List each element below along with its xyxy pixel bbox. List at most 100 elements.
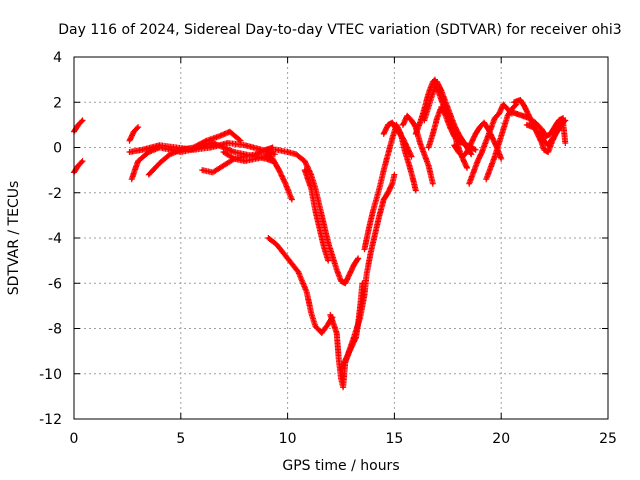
data-point xyxy=(431,132,435,136)
data-point xyxy=(489,128,492,131)
data-point xyxy=(141,148,144,151)
series-pass-16 xyxy=(380,119,415,160)
data-point xyxy=(371,209,375,213)
data-point xyxy=(453,123,456,127)
data-point xyxy=(482,121,486,124)
data-point xyxy=(532,125,535,129)
data-point xyxy=(81,119,84,122)
data-point xyxy=(322,223,326,226)
data-point xyxy=(544,134,548,138)
x-tick-label: 15 xyxy=(385,431,403,447)
data-point xyxy=(275,243,279,246)
data-point xyxy=(314,209,317,213)
data-point xyxy=(367,227,370,231)
data-point xyxy=(239,139,242,142)
data-point xyxy=(502,103,505,106)
y-tick-label: 2 xyxy=(53,95,62,111)
data-point xyxy=(369,250,373,253)
data-point xyxy=(557,119,561,122)
data-point xyxy=(431,92,435,95)
y-axis-label: SDTVAR / TECUs xyxy=(6,181,22,296)
data-point xyxy=(335,268,338,271)
data-point xyxy=(136,125,140,129)
series-pass-02 xyxy=(71,158,86,176)
data-point xyxy=(222,150,225,154)
data-point xyxy=(226,141,229,145)
data-point xyxy=(521,114,524,118)
data-point xyxy=(431,80,435,84)
series-pass-26 xyxy=(523,119,569,149)
x-tick-label: 20 xyxy=(492,431,510,447)
data-point xyxy=(275,148,279,151)
data-point xyxy=(435,116,439,120)
series-pass-06 xyxy=(145,128,244,178)
data-point xyxy=(461,155,464,158)
data-point xyxy=(427,92,430,95)
data-point xyxy=(243,155,247,158)
data-point xyxy=(337,358,341,362)
data-point xyxy=(211,141,215,145)
data-point xyxy=(551,137,554,140)
data-point xyxy=(553,125,556,129)
data-point xyxy=(277,168,281,172)
x-tick-label: 25 xyxy=(599,431,617,447)
data-point xyxy=(211,171,215,174)
data-point xyxy=(497,141,501,145)
data-point xyxy=(514,112,518,115)
data-point xyxy=(329,313,332,317)
data-point xyxy=(273,153,276,156)
data-point xyxy=(326,322,330,326)
data-point xyxy=(401,123,405,127)
data-point xyxy=(147,150,150,154)
data-points xyxy=(71,76,569,391)
data-point xyxy=(130,177,133,181)
data-point xyxy=(391,182,394,185)
series-markers xyxy=(338,171,398,373)
data-point xyxy=(474,132,477,136)
data-point xyxy=(344,282,347,285)
data-point xyxy=(427,146,430,149)
data-point xyxy=(309,173,313,176)
data-point xyxy=(363,293,366,296)
data-point xyxy=(233,157,236,161)
data-point xyxy=(489,166,492,170)
x-tick-label: 10 xyxy=(279,431,297,447)
data-point xyxy=(491,137,494,140)
data-point xyxy=(339,368,343,371)
data-point xyxy=(561,121,565,124)
data-point xyxy=(243,159,247,163)
data-point xyxy=(391,137,394,140)
data-point xyxy=(365,273,368,276)
y-tick-label: -6 xyxy=(48,276,62,292)
y-tick-label: 4 xyxy=(53,50,62,66)
data-point xyxy=(147,173,150,176)
data-point xyxy=(433,78,437,81)
data-point xyxy=(519,98,522,102)
data-point xyxy=(228,130,232,133)
data-point xyxy=(431,182,435,185)
data-point xyxy=(542,148,546,151)
series-markers xyxy=(301,167,332,264)
data-point xyxy=(448,125,452,129)
data-point xyxy=(320,331,323,335)
data-point xyxy=(467,182,471,185)
data-point xyxy=(418,141,422,145)
data-point xyxy=(286,257,289,260)
data-point xyxy=(476,159,479,163)
series-pass-10 xyxy=(263,146,362,287)
data-point xyxy=(271,157,274,161)
data-point xyxy=(557,128,561,131)
data-point xyxy=(485,177,488,181)
data-point xyxy=(179,148,182,151)
series-pass-14 xyxy=(338,171,398,373)
data-point xyxy=(386,191,390,194)
data-point xyxy=(440,105,443,108)
data-point xyxy=(205,139,208,142)
data-point xyxy=(378,187,381,190)
data-point xyxy=(77,164,80,167)
data-point xyxy=(339,377,343,380)
data-point xyxy=(395,128,398,131)
data-point xyxy=(472,171,475,174)
